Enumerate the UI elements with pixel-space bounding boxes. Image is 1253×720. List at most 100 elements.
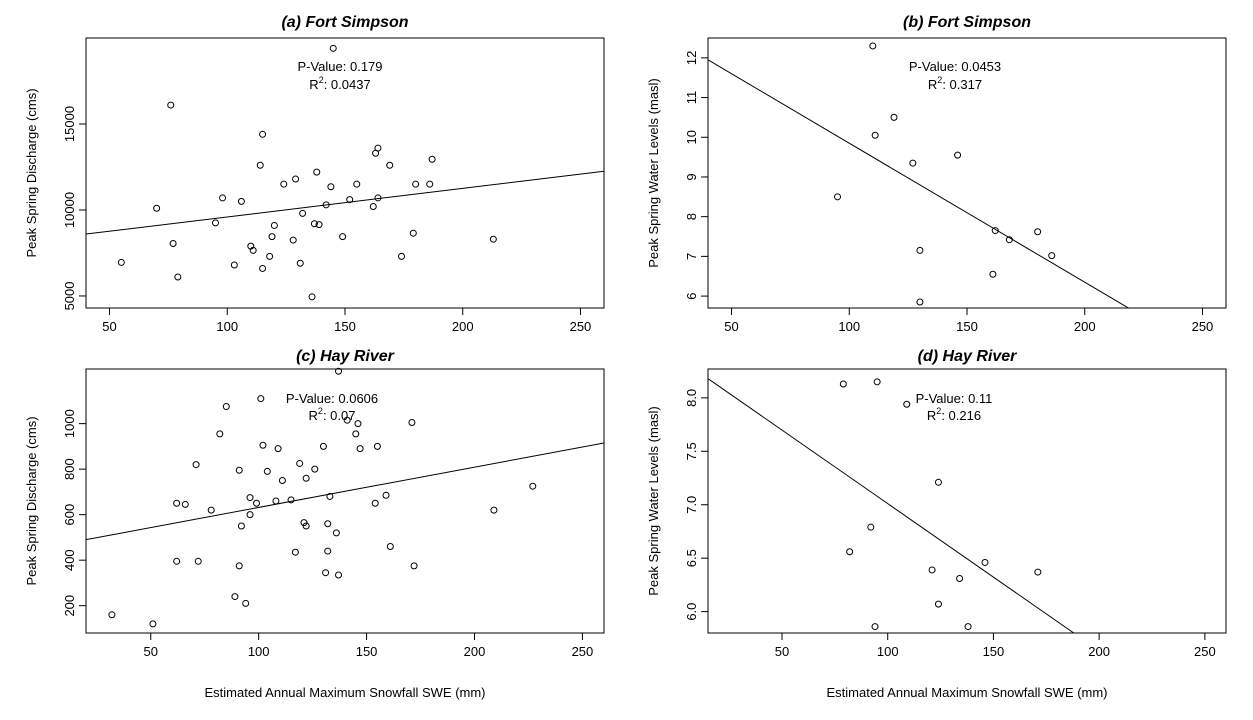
data-point [329,44,337,52]
data-point [352,430,360,438]
data-point [343,416,351,424]
data-point [386,161,394,169]
data-point [374,144,382,152]
data-point [903,400,911,408]
data-point [398,252,406,260]
x-tick-label: 200 [452,319,474,334]
p-value-text: P-Value: 0.0453 [909,59,1001,74]
x-tick-label: 150 [956,319,978,334]
x-tick-label: 200 [1088,644,1110,659]
data-point [302,522,310,530]
y-tick-label: 10000 [62,192,77,228]
data-point [287,496,295,504]
y-tick-label: 400 [62,549,77,571]
x-tick-label: 50 [724,319,738,334]
panel-b: (b) Fort Simpson 50 100 150 200 250 6 7 8 9 10 11 12… [646,14,1227,334]
x-tick-label: 150 [983,644,1005,659]
data-point [278,477,286,485]
data-point [246,494,254,502]
data-point [324,520,332,528]
data-point [292,175,300,183]
data-point [428,155,436,163]
y-axis-label: Peak Spring Discharge (cms) [24,416,39,585]
data-point [989,270,997,278]
data-point [259,441,267,449]
data-point [326,492,334,500]
data-point [916,246,924,254]
data-point [263,467,271,475]
data-point [192,461,200,469]
data-point [289,236,297,244]
data-point [257,395,265,403]
data-point [869,42,877,50]
data-point [1034,228,1042,236]
x-tick-label: 200 [464,644,486,659]
data-point [490,506,498,514]
data-point [410,562,418,570]
data-point [280,180,288,188]
y-tick-label: 800 [62,458,77,480]
plot-frame [85,368,605,634]
y-axis-label: Peak Spring Discharge (cms) [24,88,39,257]
panel-title: (b) Fort Simpson [903,14,1031,31]
x-tick-label: 200 [1074,319,1096,334]
data-point [235,562,243,570]
data-point [310,220,318,228]
data-point [839,380,847,388]
data-point [981,558,989,566]
r-squared-text: R2: 0.317 [928,75,982,92]
panel-a: (a) Fort Simpson 50 100 150 200 250 5000 10000 1… [24,14,605,334]
data-point [991,227,999,235]
panel-c: (c) Hay River 50 100 150 200 250 200 400 600 800 1… [24,348,605,700]
data-point [173,557,181,565]
data-point [1048,252,1056,260]
y-tick-label: 8.0 [684,389,699,407]
data-point [169,240,177,248]
data-point [149,620,157,628]
data-point [237,522,245,530]
regression-line [86,442,604,541]
x-tick-label: 50 [102,319,116,334]
r-squared-value: : 0.317 [942,77,982,92]
y-tick-label: 11 [684,91,699,105]
regression-line [708,378,1075,633]
data-point [327,183,335,191]
r-squared-text: R2: 0.07 [309,406,356,423]
y-tick-label: 600 [62,504,77,526]
p-value-text: P-Value: 0.179 [297,59,382,74]
data-point [237,197,245,205]
y-tick-label: 7.0 [684,496,699,514]
data-point [270,221,278,229]
data-point [890,113,898,121]
data-point [382,491,390,499]
data-point [371,499,379,507]
data-point [230,261,238,269]
y-tick-label: 7 [684,253,699,260]
panel-title: (a) Fort Simpson [281,14,408,31]
y-tick-label: 200 [62,595,77,617]
r-squared-value: : 0.216 [941,408,981,423]
panel-d: (d) Hay River 50 100 150 200 250 6.0 6.5 7.0 7.5 8… [646,348,1227,700]
data-point [354,420,362,428]
r-squared-label: R [309,77,318,92]
y-tick-label: 9 [684,173,699,180]
data-point [222,403,230,411]
data-point [934,600,942,608]
data-point [322,201,330,209]
data-point [108,611,116,619]
data-point [386,543,394,551]
data-point [253,499,261,507]
plot-frame [707,368,1227,634]
data-point [313,168,321,176]
y-tick-label: 5000 [62,282,77,311]
data-point [319,442,327,450]
data-point [409,229,417,237]
data-point [335,367,343,375]
data-point [916,298,924,306]
y-axis-label: Peak Spring Water Levels (masl) [646,78,661,268]
data-point [529,482,537,490]
data-point [1005,236,1013,244]
data-point [339,233,347,241]
data-point [212,219,219,227]
